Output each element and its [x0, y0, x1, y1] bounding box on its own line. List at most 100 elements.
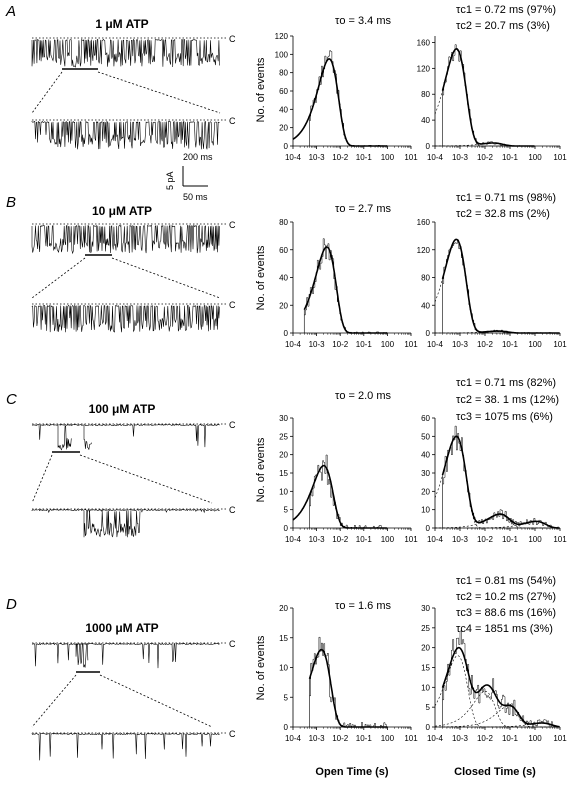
fit-curve — [441, 238, 560, 334]
trace-c-burst-1 — [57, 425, 72, 451]
histogram-b-closed: 0 40 80 120 160 10-4 10-3 10-2 10-1 100 101 — [417, 218, 568, 349]
y-tick-label: 20 — [279, 604, 288, 613]
x-tick-label: 10-3 — [309, 153, 326, 162]
x-tick-label: 10-1 — [356, 340, 373, 349]
y-tick-label: 0 — [426, 524, 431, 533]
closed-tau-d-3: τc3 = 88.6 ms (16%) — [456, 607, 556, 619]
closed-tau-c-2: τc2 = 38. 1 ms (12%) — [456, 394, 559, 406]
y-tick-label: 15 — [279, 469, 288, 478]
closed-tau-d-2: τc2 = 10.2 ms (27%) — [456, 591, 556, 603]
x-tick-label: 10-3 — [309, 734, 326, 743]
y-tick-label: 60 — [279, 246, 288, 255]
histogram-bars — [442, 630, 559, 728]
x-tick-label: 101 — [404, 535, 418, 544]
zoom-bracket-b-right — [111, 257, 221, 299]
y-tick-label: 25 — [421, 624, 430, 633]
histogram-a-open: 0 20 40 60 80 100 120 10-4 10-3 10-2 10-1 100 101 — [275, 32, 419, 162]
scale-bar-current: 5 pA — [165, 171, 175, 190]
fit-curve — [292, 464, 387, 529]
panel-letter-a: A — [5, 3, 16, 20]
fit-component-1 — [434, 655, 560, 728]
x-tick-label: 10-2 — [477, 340, 494, 349]
x-tick-label: 10-4 — [285, 535, 302, 544]
x-tick-label: 10-1 — [356, 535, 373, 544]
y-tick-label: 15 — [279, 634, 288, 643]
zoom-bracket-b-left — [31, 257, 86, 299]
trace-d-expanded — [31, 732, 220, 761]
y-tick-label: 80 — [279, 218, 288, 227]
x-tick-label: 101 — [553, 340, 567, 349]
y-tick-label: 40 — [279, 105, 288, 114]
y-tick-label: 80 — [279, 69, 288, 78]
x-tick-label: 101 — [404, 153, 418, 162]
trace-a-expanded — [31, 120, 220, 150]
y-tick-label: 10 — [421, 506, 430, 515]
histogram-d-closed: 0 5 10 15 20 25 30 10-4 10-3 10-2 10-1 100 101 — [421, 604, 567, 743]
y-tick-label: 20 — [279, 451, 288, 460]
y-tick-label: 120 — [417, 246, 431, 255]
y-tick-label: 0 — [284, 142, 289, 151]
fit-curve — [441, 48, 535, 147]
y-tick-label: 0 — [284, 723, 289, 732]
closed-tau-d-4: τc4 = 1851 ms (3%) — [456, 623, 553, 635]
y-tick-label: 40 — [421, 301, 430, 310]
y-tick-label: 160 — [417, 218, 431, 227]
ylabel-b: No. of events — [255, 245, 267, 310]
x-tick-label: 10-1 — [502, 535, 519, 544]
zoom-bracket-c-right — [79, 454, 213, 504]
trace-title-d: 1000 μM ATP — [85, 621, 158, 635]
open-tau-d: τo = 1.6 ms — [335, 600, 392, 612]
x-tick-label: 10-1 — [502, 153, 519, 162]
x-tick-label: 10-4 — [427, 153, 444, 162]
trace-title-b: 10 μM ATP — [92, 204, 152, 218]
x-tick-label: 10-2 — [477, 734, 494, 743]
histogram-a-closed: 0 40 80 120 160 10-4 10-3 10-2 10-1 100 101 — [417, 36, 567, 162]
x-tick-label: 10-3 — [309, 535, 326, 544]
x-tick-label: 10-4 — [285, 340, 302, 349]
closed-tau-a-2: τc2 = 20.7 ms (3%) — [456, 20, 550, 32]
panel-letter-c: C — [6, 391, 17, 408]
x-tick-label: 100 — [528, 340, 542, 349]
scale-bar: 200 ms 50 ms 5 pA — [165, 152, 213, 202]
y-tick-label: 120 — [417, 64, 431, 73]
closed-level-label-c1: C — [229, 420, 236, 430]
x-tick-label: 10-3 — [309, 340, 326, 349]
x-tick-label: 10-3 — [452, 340, 469, 349]
y-tick-label: 0 — [284, 329, 289, 338]
x-tick-label: 10-4 — [285, 734, 302, 743]
trace-title-a: 1 μM ATP — [95, 17, 148, 31]
fit-curve — [441, 646, 560, 728]
y-tick-label: 30 — [421, 469, 430, 478]
y-tick-label: 160 — [417, 38, 431, 47]
closed-tau-c-1: τc1 = 0.71 ms (82%) — [456, 377, 556, 389]
histogram-c-closed: 0 10 20 30 40 50 60 10-4 10-3 10-2 10-1 100 101 — [421, 414, 567, 544]
y-tick-label: 40 — [421, 116, 430, 125]
histogram-c-open: 0 5 10 15 20 25 30 10-4 10-3 10-2 10-1 100 101 — [279, 414, 418, 544]
y-tick-label: 10 — [279, 487, 288, 496]
fit-curve — [308, 648, 388, 728]
closed-tau-a-1: τc1 = 0.72 ms (97%) — [456, 4, 556, 16]
closed-tau-c-3: τc3 = 1075 ms (6%) — [456, 411, 553, 423]
histogram-d-open: 0 5 10 15 20 10-4 10-3 10-2 10-1 100 101 — [279, 604, 418, 743]
x-tick-label: 100 — [381, 535, 395, 544]
x-tick-label: 100 — [528, 535, 542, 544]
x-tick-label: 10-4 — [427, 535, 444, 544]
histogram-bars — [442, 44, 534, 147]
closed-tau-b-2: τc2 = 32.8 ms (2%) — [456, 208, 550, 220]
x-tick-label: 10-3 — [452, 734, 469, 743]
x-tick-label: 100 — [528, 734, 542, 743]
x-tick-label: 101 — [553, 153, 567, 162]
fit-component-3 — [435, 705, 560, 728]
zoom-bracket-d-right — [99, 674, 213, 728]
y-tick-label: 80 — [421, 274, 430, 283]
histogram-bars — [442, 239, 559, 334]
y-tick-label: 10 — [279, 664, 288, 673]
y-tick-label: 20 — [279, 301, 288, 310]
y-tick-label: 5 — [426, 703, 431, 712]
y-tick-label: 0 — [426, 723, 431, 732]
y-tick-label: 40 — [421, 451, 430, 460]
x-tick-label: 10-1 — [356, 734, 373, 743]
y-tick-label: 10 — [421, 683, 430, 692]
y-tick-label: 0 — [284, 524, 289, 533]
